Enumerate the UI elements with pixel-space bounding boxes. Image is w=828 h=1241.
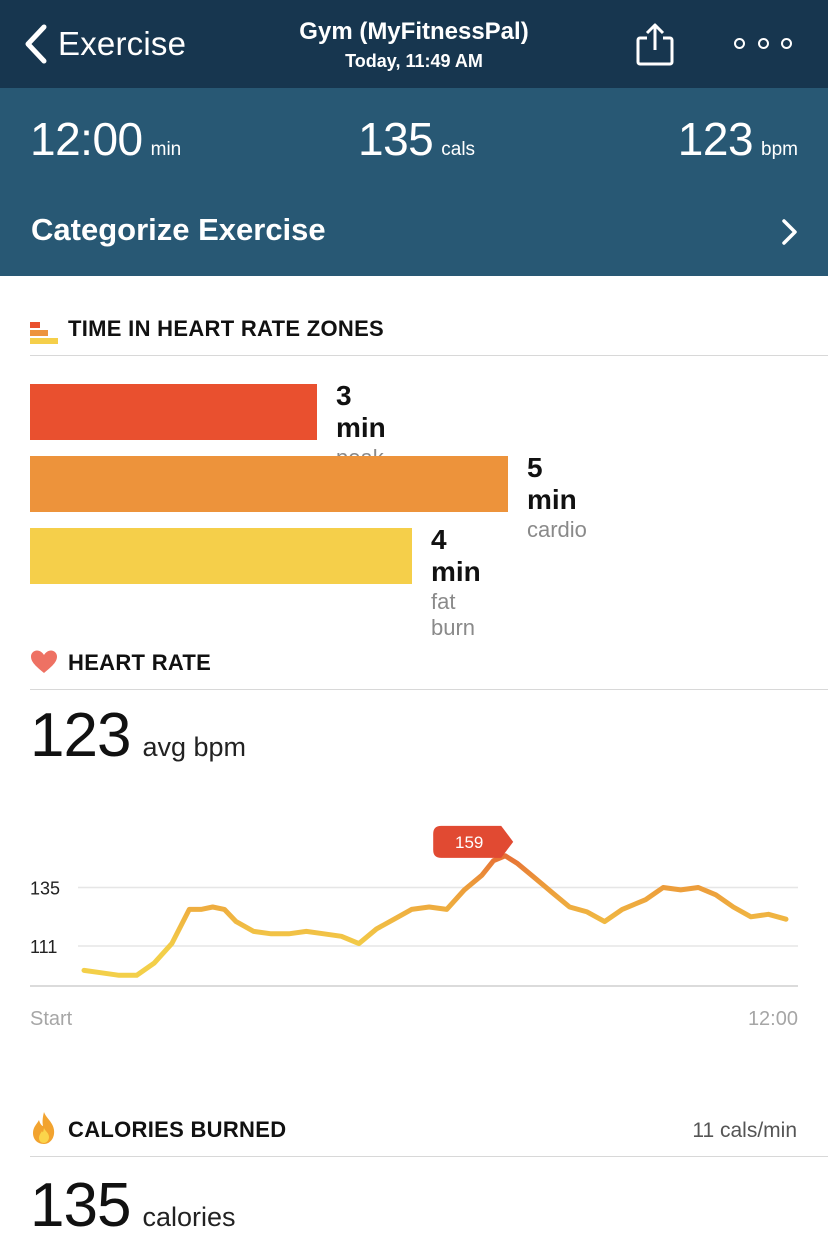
peak-marker: 159 [433,825,514,858]
duration-value: 12:00 [30,113,143,165]
categorize-exercise-button[interactable]: Categorize Exercise [0,200,828,260]
duration-unit: min [150,139,182,160]
categorize-exercise-label: Categorize Exercise [31,212,326,247]
zone-value: 5 min [527,452,577,515]
avg-heart-rate-value: 123 [30,701,131,770]
more-dot-icon [757,37,769,49]
exercise-stats-header: 12:00 min 135 cals 123 bpm Categorize Ex… [0,88,828,276]
avg-heart-rate: 123 avg bpm [30,700,246,771]
share-button[interactable] [634,22,676,68]
duration-stat: 12:00 min [30,112,181,166]
calories-section-header: CALORIES BURNED 11 cals/min [30,1112,828,1157]
total-calories: 135 calories [30,1170,236,1241]
heart-rate-section-header: HEART RATE [30,646,828,690]
heart-icon [31,650,57,673]
heart-rate-unit: bpm [761,139,798,160]
zone-bar-cardio [30,456,508,512]
zone-bar-peak [30,384,317,440]
chevron-left-icon [25,24,47,64]
calories-value: 135 [358,113,434,165]
x-tick-end: 12:00 [748,1008,798,1030]
page-subtitle: Today, 11:49 AM [345,51,483,71]
peak-bubble [433,825,514,858]
total-calories-unit: calories [142,1202,236,1232]
calories-unit: cals [441,139,476,160]
y-tick-label: 135 [30,879,60,899]
zone-label: fat burn [431,589,476,640]
calories-stat: 135 cals [358,112,475,166]
zone-value: 4 min [431,524,481,587]
chart-y-ticks: 111 135 [30,879,60,958]
heart-rate-value: 123 [677,113,754,165]
zones-icon [30,322,58,344]
calories-title: CALORIES BURNED [68,1117,287,1142]
calories-rate: 11 cals/min [692,1119,797,1142]
flame-icon [33,1112,55,1144]
page-title: Gym (MyFitnessPal) [299,18,529,45]
zone-bar-fat-burn [30,528,412,584]
back-label: Exercise [58,25,187,62]
heart-rate-title: HEART RATE [68,650,212,675]
more-dot-icon [781,37,792,49]
heart-rate-line [81,853,789,978]
zone-value: 3 min [336,380,386,443]
nav-title-block: Gym (MyFitnessPal) Today, 11:49 AM [214,18,614,72]
zone-text-fat-burn: 4 min fat burn [431,524,481,641]
zone-label: cardio [527,517,587,542]
avg-heart-rate-unit: avg bpm [142,732,247,762]
zone-text-cardio: 5 min cardio [527,452,587,543]
back-button[interactable]: Exercise [22,20,186,68]
heart-rate-stat: 123 bpm [678,112,798,166]
heart-rate-chart[interactable]: 111 135 159 Start 12:00 [0,780,828,1040]
x-tick-start: Start [30,1008,73,1030]
nav-bar: Exercise Gym (MyFitnessPal) Today, 11:49… [0,0,828,88]
share-icon [636,23,674,66]
peak-label: 159 [455,833,483,852]
more-dot-icon [734,37,745,49]
y-tick-label: 111 [30,937,57,957]
total-calories-value: 135 [30,1171,131,1240]
chevron-right-icon [782,219,797,245]
zones-title: TIME IN HEART RATE ZONES [68,316,385,341]
more-options-button[interactable] [734,32,792,54]
zones-section-header: TIME IN HEART RATE ZONES [30,312,828,356]
